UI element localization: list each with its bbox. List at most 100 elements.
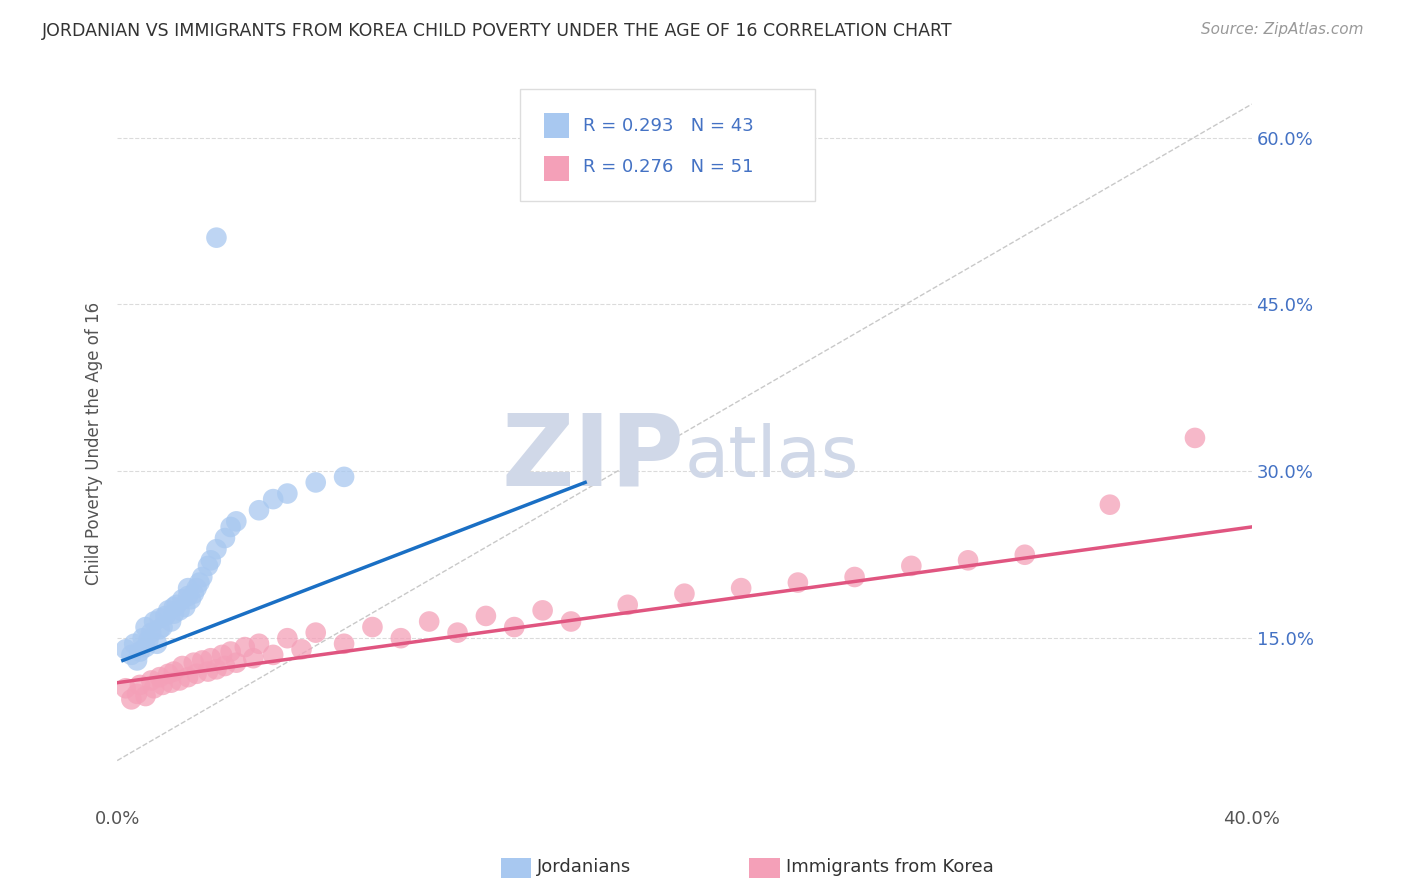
Point bbox=[957, 553, 980, 567]
Text: ZIP: ZIP bbox=[502, 409, 685, 507]
Point bbox=[233, 640, 256, 654]
Y-axis label: Child Poverty Under the Age of 16: Child Poverty Under the Age of 16 bbox=[86, 301, 103, 585]
Point bbox=[200, 553, 222, 567]
Point bbox=[205, 542, 228, 557]
Point bbox=[305, 625, 328, 640]
Point bbox=[197, 665, 219, 679]
Point bbox=[333, 470, 356, 484]
Point bbox=[163, 665, 186, 679]
Point bbox=[247, 503, 270, 517]
Point bbox=[143, 681, 166, 696]
Point bbox=[205, 662, 228, 676]
Point bbox=[900, 558, 922, 573]
Point bbox=[163, 607, 186, 621]
Text: JORDANIAN VS IMMIGRANTS FROM KOREA CHILD POVERTY UNDER THE AGE OF 16 CORRELATION: JORDANIAN VS IMMIGRANTS FROM KOREA CHILD… bbox=[42, 22, 953, 40]
Point bbox=[262, 492, 284, 507]
Point bbox=[560, 615, 582, 629]
Point bbox=[361, 620, 384, 634]
Point bbox=[1184, 431, 1206, 445]
Point bbox=[183, 656, 205, 670]
Point bbox=[446, 625, 468, 640]
Point bbox=[333, 637, 356, 651]
Point bbox=[141, 673, 163, 688]
Point bbox=[177, 589, 200, 603]
Point bbox=[211, 648, 233, 662]
Point bbox=[146, 637, 169, 651]
Point bbox=[186, 666, 208, 681]
Point bbox=[219, 644, 242, 658]
Point bbox=[276, 486, 298, 500]
Point bbox=[114, 642, 136, 657]
Text: R = 0.293   N = 43: R = 0.293 N = 43 bbox=[583, 117, 754, 135]
Point bbox=[135, 689, 157, 703]
Point bbox=[160, 615, 183, 629]
Text: Source: ZipAtlas.com: Source: ZipAtlas.com bbox=[1201, 22, 1364, 37]
Point bbox=[188, 575, 211, 590]
Point bbox=[172, 659, 194, 673]
Text: Jordanians: Jordanians bbox=[537, 858, 631, 876]
Point bbox=[183, 587, 205, 601]
Point bbox=[174, 600, 197, 615]
Point bbox=[155, 609, 177, 624]
Point bbox=[149, 622, 172, 636]
Point bbox=[1014, 548, 1036, 562]
Text: R = 0.276   N = 51: R = 0.276 N = 51 bbox=[583, 158, 754, 176]
Point bbox=[475, 609, 498, 624]
Point bbox=[186, 581, 208, 595]
Point bbox=[191, 653, 214, 667]
Point bbox=[169, 603, 191, 617]
Point bbox=[160, 675, 183, 690]
Point bbox=[138, 633, 160, 648]
Point bbox=[290, 642, 312, 657]
Point bbox=[149, 611, 172, 625]
Point bbox=[128, 644, 150, 658]
Text: Immigrants from Korea: Immigrants from Korea bbox=[786, 858, 994, 876]
Point bbox=[128, 678, 150, 692]
Point bbox=[120, 648, 142, 662]
Point bbox=[214, 659, 236, 673]
Point bbox=[242, 651, 264, 665]
Point bbox=[389, 631, 412, 645]
Point bbox=[418, 615, 440, 629]
Point bbox=[305, 475, 328, 490]
Point bbox=[141, 625, 163, 640]
Point bbox=[157, 603, 180, 617]
Point bbox=[177, 670, 200, 684]
Point bbox=[844, 570, 866, 584]
Point bbox=[219, 520, 242, 534]
Point bbox=[169, 673, 191, 688]
Point bbox=[135, 640, 157, 654]
Point bbox=[673, 587, 696, 601]
Point bbox=[531, 603, 554, 617]
Point bbox=[114, 681, 136, 696]
Point bbox=[143, 615, 166, 629]
Text: atlas: atlas bbox=[685, 424, 859, 492]
Point bbox=[122, 637, 145, 651]
Point bbox=[172, 592, 194, 607]
Point bbox=[503, 620, 526, 634]
Point bbox=[125, 653, 148, 667]
Point bbox=[1098, 498, 1121, 512]
Point bbox=[152, 678, 174, 692]
Point bbox=[262, 648, 284, 662]
Point bbox=[166, 598, 188, 612]
Point bbox=[247, 637, 270, 651]
Point bbox=[157, 666, 180, 681]
Point bbox=[180, 592, 202, 607]
Point bbox=[135, 620, 157, 634]
Point bbox=[225, 656, 247, 670]
Point bbox=[730, 581, 752, 595]
Point bbox=[276, 631, 298, 645]
Point bbox=[205, 230, 228, 244]
Point bbox=[152, 620, 174, 634]
Point bbox=[786, 575, 808, 590]
Point bbox=[125, 687, 148, 701]
Point bbox=[163, 600, 186, 615]
Point bbox=[191, 570, 214, 584]
Point bbox=[214, 531, 236, 545]
Point bbox=[616, 598, 638, 612]
Point bbox=[197, 558, 219, 573]
Point bbox=[132, 631, 155, 645]
Point bbox=[120, 692, 142, 706]
Point bbox=[177, 581, 200, 595]
